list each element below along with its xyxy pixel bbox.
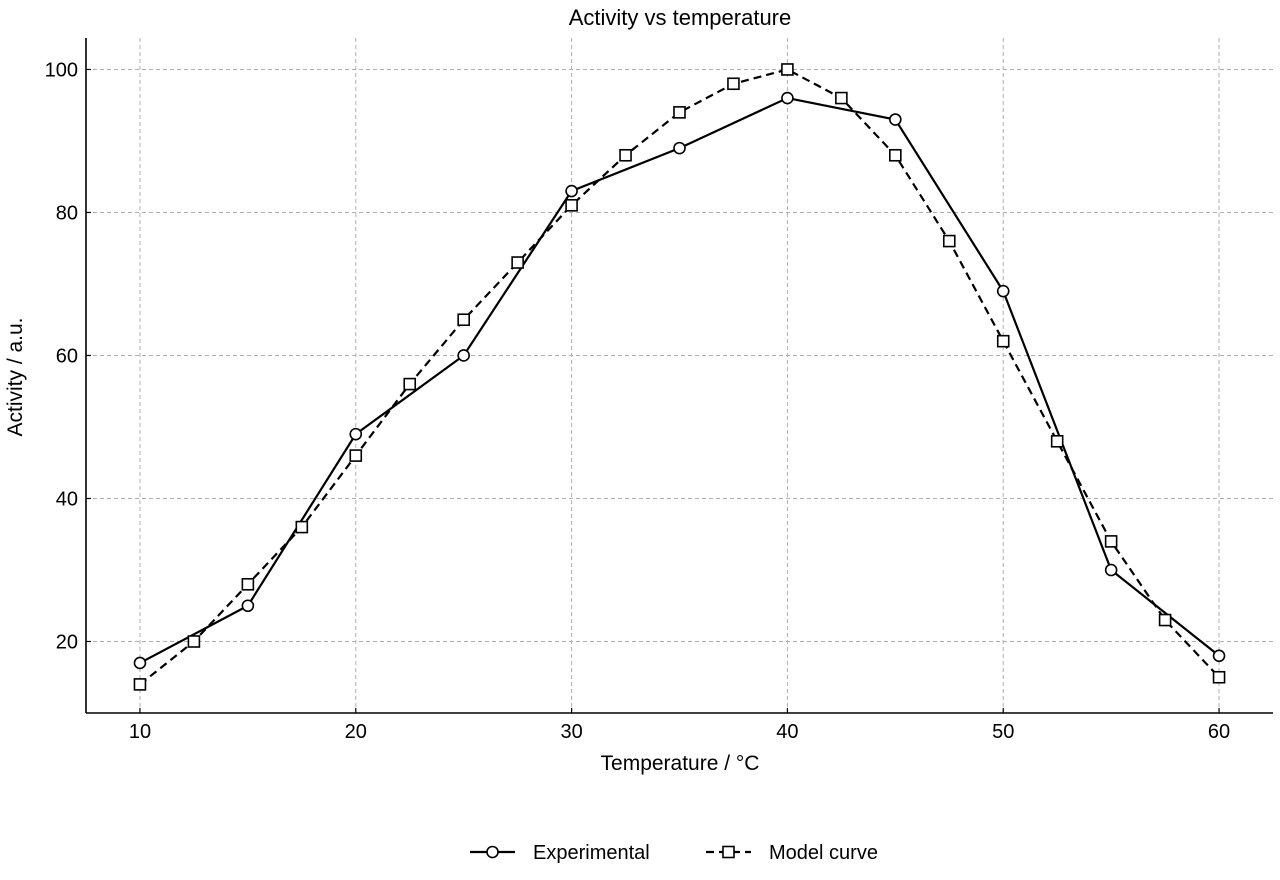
series-layer xyxy=(133,63,1226,691)
data-point-experimental xyxy=(996,284,1010,298)
x-tick-label: 40 xyxy=(776,721,798,743)
data-point-model-curve xyxy=(1212,670,1226,684)
x-tick-label: 60 xyxy=(1208,721,1230,743)
y-tick-label: 60 xyxy=(56,345,78,367)
data-point-model-curve xyxy=(133,678,147,691)
y-tick-label: 100 xyxy=(45,59,78,81)
data-point-experimental xyxy=(781,91,794,105)
data-point-experimental xyxy=(349,427,363,441)
legend-marker-experimental xyxy=(486,845,499,859)
data-point-model-curve xyxy=(835,91,848,105)
y-axis-label: Activity / a.u. xyxy=(4,317,27,436)
legend-item-experimental: Experimental xyxy=(470,842,650,864)
legend-label-model-curve: Model curve xyxy=(769,842,878,864)
data-point-model-curve xyxy=(889,148,902,162)
series-line-model-curve xyxy=(139,68,1220,686)
y-tick-label: 40 xyxy=(56,488,78,510)
data-point-model-curve xyxy=(619,148,632,162)
data-point-model-curve xyxy=(349,449,363,462)
grid-layer xyxy=(86,38,1273,713)
data-point-model-curve xyxy=(1104,535,1118,548)
legend-label-experimental: Experimental xyxy=(533,842,650,864)
data-point-experimental xyxy=(1104,563,1118,577)
data-point-model-curve xyxy=(403,377,417,391)
data-point-model-curve xyxy=(457,313,470,327)
x-tick-label: 20 xyxy=(345,721,367,743)
y-tick-label: 20 xyxy=(56,631,78,653)
data-point-experimental xyxy=(241,599,255,613)
data-point-model-curve xyxy=(1050,434,1064,448)
data-point-experimental xyxy=(457,349,470,362)
data-point-experimental xyxy=(565,184,578,198)
legend: Experimental Model curve xyxy=(470,842,878,864)
data-point-model-curve xyxy=(241,577,255,591)
legend-item-model-curve: Model curve xyxy=(706,842,878,864)
x-axis-label: Temperature / °C xyxy=(601,752,760,775)
series-model-curve xyxy=(133,63,1226,691)
axes-layer: 10 20 30 40 50 60 20 40 60 80 100 xyxy=(45,38,1273,743)
data-point-model-curve xyxy=(565,199,578,212)
legend-marker-model-curve xyxy=(722,845,735,859)
series-line-experimental xyxy=(139,96,1220,664)
data-point-experimental xyxy=(133,656,147,670)
data-point-experimental xyxy=(1212,649,1226,663)
y-tick-label: 80 xyxy=(56,202,78,224)
series-experimental xyxy=(133,91,1226,670)
chart-title: Activity vs temperature xyxy=(569,5,792,30)
data-point-model-curve xyxy=(942,234,956,248)
data-point-model-curve xyxy=(781,63,794,76)
x-tick-label: 50 xyxy=(992,721,1014,743)
data-point-experimental xyxy=(889,113,902,126)
data-point-experimental xyxy=(673,141,686,155)
x-tick-label: 30 xyxy=(560,721,582,743)
data-point-model-curve xyxy=(187,635,201,648)
data-point-model-curve xyxy=(1158,613,1172,627)
data-point-model-curve xyxy=(295,520,309,534)
data-point-model-curve xyxy=(511,256,524,269)
data-point-model-curve xyxy=(673,106,686,119)
x-tick-label: 10 xyxy=(129,721,151,743)
data-point-model-curve xyxy=(727,77,740,91)
data-point-model-curve xyxy=(996,334,1010,348)
